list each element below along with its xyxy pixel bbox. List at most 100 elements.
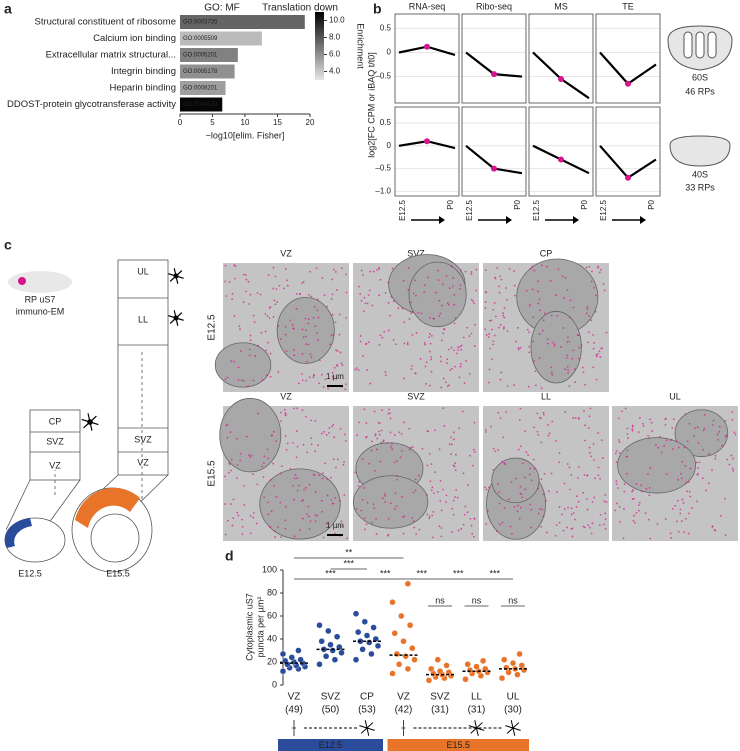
puncta [516,326,519,329]
puncta [532,316,535,319]
puncta [252,512,255,514]
go-id: GO:0005201 [183,53,218,59]
puncta [394,492,397,495]
puncta [665,473,668,475]
puncta [615,502,618,505]
puncta [299,293,302,295]
puncta [332,502,335,505]
puncta [448,348,450,351]
puncta [224,475,226,478]
puncta [463,513,466,516]
layer-label: SVZ [134,434,152,444]
puncta [498,285,500,288]
puncta [378,430,381,433]
puncta [542,319,545,322]
puncta [439,479,442,482]
puncta [528,351,531,354]
puncta [569,488,571,491]
puncta [341,364,344,367]
puncta [637,504,640,506]
puncta [387,302,390,304]
puncta [339,499,341,502]
puncta [684,517,687,520]
puncta [511,532,513,535]
bar [180,64,235,79]
puncta [499,523,501,526]
neuron-icon [168,310,184,326]
puncta [298,484,301,487]
puncta [649,537,652,540]
puncta [457,349,460,351]
puncta [275,440,278,443]
puncta [455,453,457,456]
puncta [366,501,369,504]
neuron-icon [505,720,521,736]
puncta [470,332,473,335]
puncta [355,507,358,510]
neuron-icon [81,413,99,431]
puncta [336,458,339,461]
data-point [297,656,304,663]
puncta [408,448,411,451]
puncta [418,528,421,531]
puncta [316,514,319,517]
puncta [250,454,253,457]
puncta [570,528,573,530]
puncta [462,336,465,339]
puncta [274,536,276,538]
puncta [402,532,405,535]
puncta [357,369,360,371]
puncta [507,498,510,501]
puncta [268,307,271,309]
puncta [568,340,571,343]
puncta [420,312,423,315]
puncta [399,456,402,459]
puncta [626,455,628,458]
puncta [594,294,597,297]
data-point [428,665,435,673]
puncta [558,461,561,464]
puncta [731,410,734,413]
puncta [378,433,381,436]
puncta [410,312,412,315]
puncta [566,354,569,357]
puncta [686,440,689,443]
panel-letter: b [373,1,382,17]
puncta [371,440,373,443]
puncta [414,478,417,480]
puncta [464,505,467,508]
puncta [506,385,509,388]
puncta [619,520,621,523]
puncta [448,443,451,446]
nucleus [491,457,540,504]
puncta [456,352,458,355]
puncta [451,443,453,446]
puncta [286,284,289,287]
puncta [626,433,629,435]
puncta [384,291,387,294]
puncta [368,289,371,292]
nucleus [674,409,729,457]
puncta [664,518,667,520]
puncta [308,528,311,530]
puncta [551,420,554,423]
puncta [380,441,383,444]
puncta [293,354,296,357]
puncta [683,531,686,534]
puncta [252,516,255,519]
x-tick-label: E12.5 [465,199,474,220]
puncta [578,346,581,349]
puncta [445,275,448,277]
puncta [714,454,717,457]
puncta [540,264,543,267]
puncta [689,467,692,470]
puncta [651,430,654,433]
puncta [430,489,433,492]
category-label: UL [507,692,520,703]
puncta [648,437,651,440]
puncta [585,312,588,315]
puncta [241,518,244,521]
puncta [531,265,534,268]
puncta [670,537,673,539]
puncta [293,477,296,480]
